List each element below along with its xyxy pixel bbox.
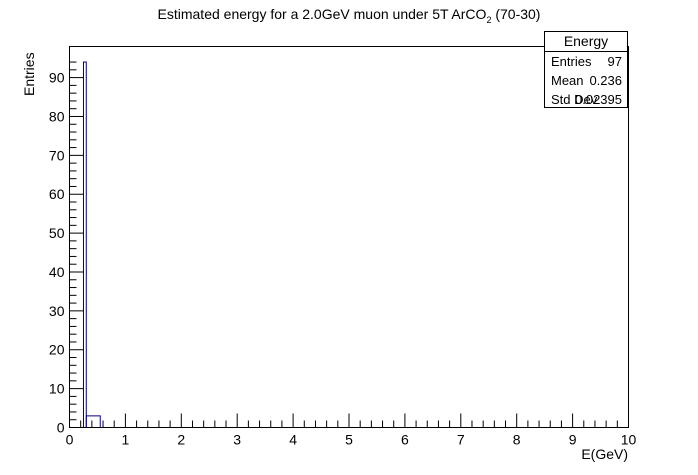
y-tick-label: 50 <box>49 225 65 241</box>
x-tick-label: 10 <box>621 432 637 448</box>
chart-title-subscript: 2 <box>486 14 492 25</box>
chart-title-main: Estimated energy for a 2.0GeV muon under… <box>157 6 487 22</box>
plot-frame <box>69 46 629 428</box>
x-tick-label: 9 <box>569 432 577 448</box>
x-tick-label: 7 <box>457 432 465 448</box>
stats-label: Mean <box>551 73 584 88</box>
y-tick-label: 40 <box>49 264 65 280</box>
x-tick-label: 1 <box>122 432 130 448</box>
x-tick-label: 2 <box>177 432 185 448</box>
stats-label: Entries <box>551 54 592 69</box>
histogram-bars <box>82 61 101 428</box>
y-tick-label: 70 <box>49 147 65 163</box>
y-tick-label: 30 <box>49 303 65 319</box>
y-tick-label: 90 <box>49 70 65 86</box>
x-tick-label: 0 <box>66 432 74 448</box>
y-axis: 0 10 20 30 40 50 60 70 80 90 <box>49 61 84 436</box>
x-tick-label: 5 <box>345 432 353 448</box>
x-tick-label: 3 <box>233 432 241 448</box>
stats-value: 0.02395 <box>575 92 622 107</box>
stats-label: Std Dev <box>551 92 598 107</box>
stats-box: Energy Entries 97 Mean 0.236 Std Dev 0.0… <box>544 31 628 108</box>
x-axis-label: E(GeV) <box>581 446 628 462</box>
x-axis: 0 1 2 3 4 5 6 7 8 9 10 <box>66 413 637 448</box>
stats-row-mean: Mean 0.236 <box>545 71 627 90</box>
chart-title-suffix: (70-30) <box>491 6 541 22</box>
stats-value: 97 <box>607 54 622 69</box>
x-tick-label: 6 <box>401 432 409 448</box>
y-tick-label: 0 <box>57 420 65 436</box>
stats-row-stddev: Std Dev 0.02395 <box>545 90 627 109</box>
x-tick-label: 8 <box>513 432 521 448</box>
histogram-bar <box>85 415 101 428</box>
histogram-bar <box>82 61 87 428</box>
stats-row-entries: Entries 97 <box>545 52 627 71</box>
stats-value: 0.236 <box>589 73 622 88</box>
x-tick-label: 4 <box>289 432 297 448</box>
y-axis-label: Entries <box>21 52 37 96</box>
y-tick-label: 80 <box>49 108 65 124</box>
y-tick-label: 20 <box>49 342 65 358</box>
chart-title: Estimated energy for a 2.0GeV muon under… <box>0 6 698 25</box>
y-tick-label: 10 <box>49 381 65 397</box>
y-tick-label: 60 <box>49 186 65 202</box>
stats-box-title: Energy <box>545 32 627 52</box>
